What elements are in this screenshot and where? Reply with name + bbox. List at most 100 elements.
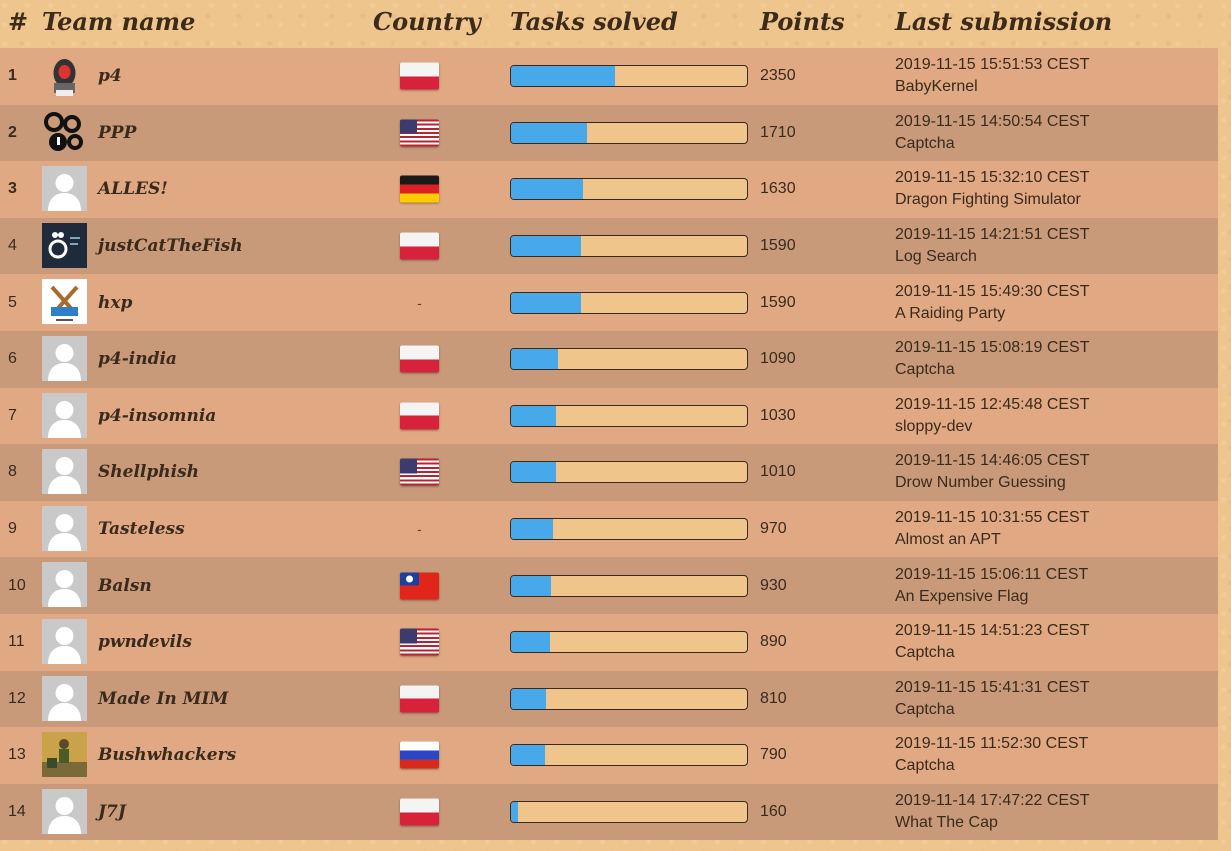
points: 930 [760, 576, 787, 594]
rank: 1 [8, 67, 17, 85]
team-name-link[interactable]: J7J [98, 802, 126, 823]
tasks-progress-bar [510, 518, 748, 541]
scoreboard-rows: 1 p4 2350 2019-11-15 15:51:53 CEST BabyKerne… [0, 48, 1218, 841]
submission-task: Captcha [895, 644, 955, 662]
scoreboard-row[interactable]: 6 p4-india 1090 2019-11-15 15:08:19 CEST Cap… [0, 330, 1218, 388]
last-submission: 2019-11-15 14:50:54 CEST Captcha [895, 111, 1090, 155]
team-name-link[interactable]: Tasteless [98, 519, 185, 540]
country-none: - [417, 294, 422, 311]
team-name-link[interactable]: hxp [98, 292, 133, 313]
team-avatar [42, 279, 87, 325]
scoreboard-row[interactable]: 2 PPP 1710 2019-11-15 14:50:54 CEST Captcha [0, 104, 1218, 162]
tasks-progress-bar [510, 404, 748, 427]
submission-time: 2019-11-15 11:52:30 CEST [895, 735, 1089, 753]
default-avatar-icon [42, 335, 87, 381]
tasks-progress-bar [510, 121, 748, 144]
rank: 11 [8, 633, 25, 651]
poland-flag-icon [400, 402, 439, 430]
last-submission: 2019-11-15 14:21:51 CEST Log Search [895, 224, 1090, 268]
scoreboard-row[interactable]: 14 J7J 160 2019-11-14 17:47:22 CEST What The… [0, 783, 1218, 841]
tasks-progress-fill [511, 236, 581, 257]
submission-task: What The Cap [895, 814, 998, 832]
team-avatar [42, 53, 87, 98]
points: 790 [760, 746, 787, 764]
poland-flag-icon [400, 345, 439, 373]
last-submission: 2019-11-14 17:47:22 CEST What The Cap [895, 790, 1090, 834]
tasks-progress-fill [511, 802, 519, 823]
tasks-progress-bar [510, 461, 748, 484]
last-submission: 2019-11-15 11:52:30 CEST Captcha [895, 733, 1088, 777]
tasks-progress-fill [511, 405, 556, 426]
header-last-submission[interactable]: Last submission [895, 7, 1113, 36]
team-name-link[interactable]: Bushwhackers [98, 745, 237, 766]
tasks-progress-fill [511, 179, 583, 200]
default-avatar-icon [42, 618, 87, 664]
tasks-progress-fill [511, 745, 546, 766]
scoreboard-header: # Team name Country Tasks solved Points … [0, 0, 1231, 48]
usa-flag-icon [400, 628, 439, 656]
default-avatar-icon [42, 788, 87, 834]
team-name-link[interactable]: pwndevils [98, 632, 192, 653]
scoreboard-row[interactable]: 3 ALLES! 1630 2019-11-15 15:32:10 CEST Drago… [0, 161, 1218, 218]
submission-time: 2019-11-15 14:21:51 CEST [895, 226, 1090, 244]
submission-task: A Raiding Party [895, 304, 1006, 322]
submission-time: 2019-11-15 15:41:31 CEST [895, 678, 1090, 696]
tasks-progress-fill [511, 519, 554, 540]
team-name-link[interactable]: justCatTheFish [98, 236, 243, 257]
team-name-link[interactable]: p4 [98, 66, 122, 87]
scoreboard-row[interactable]: 11 pwndevils 890 2019-11-15 14:51:23 CEST Ca… [0, 613, 1218, 671]
rank: 3 [8, 180, 17, 198]
tasks-progress-bar [510, 631, 748, 654]
header-country[interactable]: Country [373, 7, 481, 36]
country-none: - [417, 521, 422, 538]
last-submission: 2019-11-15 14:51:23 CEST Captcha [895, 620, 1090, 664]
submission-task: An Expensive Flag [895, 587, 1029, 605]
team-name-link[interactable]: p4-india [98, 349, 177, 370]
points: 1010 [760, 463, 796, 481]
scoreboard-row[interactable]: 12 Made In MIM 810 2019-11-15 15:41:31 CEST… [0, 670, 1218, 728]
last-submission: 2019-11-15 15:49:30 CEST A Raiding Party [895, 281, 1090, 325]
tasks-progress-fill [511, 632, 550, 653]
submission-time: 2019-11-15 15:32:10 CEST [895, 169, 1090, 187]
tasks-progress-fill [511, 66, 615, 87]
last-submission: 2019-11-15 15:51:53 CEST BabyKernel [895, 54, 1090, 98]
team-name-link[interactable]: Made In MIM [98, 688, 229, 709]
scoreboard-row[interactable]: 5 hxp - 1590 2019-11-15 15:49:30 CEST A Raidi… [0, 274, 1218, 331]
last-submission: 2019-11-15 15:41:31 CEST Captcha [895, 677, 1090, 721]
scoreboard-row[interactable]: 10 Balsn 930 2019-11-15 15:06:11 CEST An Exp… [0, 557, 1218, 614]
team-name-link[interactable]: PPP [98, 122, 137, 143]
header-team-name[interactable]: Team name [42, 7, 196, 36]
tasks-progress-fill [511, 122, 587, 143]
default-avatar-icon [42, 505, 87, 551]
submission-time: 2019-11-15 12:45:48 CEST [895, 395, 1090, 413]
tasks-progress-bar [510, 574, 748, 597]
rank: 13 [8, 746, 26, 764]
team-name-link[interactable]: ALLES! [98, 179, 168, 200]
rank: 6 [8, 350, 17, 368]
header-points[interactable]: Points [760, 7, 845, 36]
team-name-link[interactable]: p4-insomnia [98, 405, 217, 426]
last-submission: 2019-11-15 12:45:48 CEST sloppy-dev [895, 394, 1090, 438]
scoreboard-row[interactable]: 8 Shellphish 1010 2019-11-15 14:46:05 CEST D… [0, 444, 1218, 501]
team-avatar [42, 222, 87, 268]
usa-flag-icon [400, 458, 439, 486]
scoreboard-row[interactable]: 9 Tasteless - 970 2019-11-15 10:31:55 CEST Al… [0, 500, 1218, 558]
scoreboard-row[interactable]: 4 justCatTheFish 1590 2019-11-15 14:21:51 C… [0, 217, 1218, 275]
submission-time: 2019-11-15 14:50:54 CEST [895, 112, 1090, 130]
scoreboard-row[interactable]: 13 Bushwhackers 790 2019-11-15 11:52:30 CES… [0, 727, 1218, 784]
rank: 8 [8, 463, 17, 481]
header-tasks-solved[interactable]: Tasks solved [510, 7, 678, 36]
rank: 2 [8, 123, 17, 141]
submission-time: 2019-11-15 15:49:30 CEST [895, 282, 1090, 300]
rank: 4 [8, 237, 17, 255]
points: 2350 [760, 67, 796, 85]
rank: 7 [8, 406, 17, 424]
scoreboard-row[interactable]: 1 p4 2350 2019-11-15 15:51:53 CEST BabyKerne… [0, 48, 1218, 105]
submission-time: 2019-11-15 15:06:11 CEST [895, 565, 1089, 583]
rank: 14 [8, 803, 26, 821]
team-name-link[interactable]: Shellphish [98, 462, 200, 483]
scoreboard-row[interactable]: 7 p4-insomnia 1030 2019-11-15 12:45:48 CEST… [0, 387, 1218, 445]
team-name-link[interactable]: Balsn [98, 575, 152, 596]
poland-flag-icon [400, 798, 439, 826]
